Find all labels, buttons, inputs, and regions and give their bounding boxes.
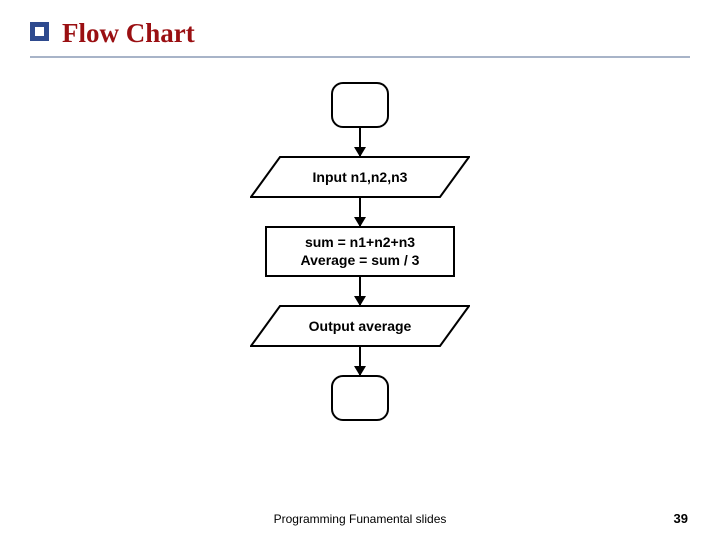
flowchart-process-line1: sum = n1+n2+n3	[271, 234, 449, 252]
slide-title: Flow Chart	[62, 18, 195, 49]
flowchart-input-label: Input n1,n2,n3	[250, 156, 470, 198]
title-bullet-icon	[30, 22, 49, 41]
flowchart-arrow	[359, 277, 361, 305]
flowchart-start-terminal	[331, 82, 389, 128]
title-underline	[30, 56, 690, 58]
flowchart-end-terminal	[331, 375, 389, 421]
flowchart-process-node: sum = n1+n2+n3 Average = sum / 3	[265, 226, 455, 277]
flowchart-output-label: Output average	[250, 305, 470, 347]
flowchart-output-node: Output average	[250, 305, 470, 347]
footer-text: Programming Funamental slides	[0, 512, 720, 526]
flowchart-input-node: Input n1,n2,n3	[250, 156, 470, 198]
page-number: 39	[674, 511, 688, 526]
flowchart-arrow	[359, 347, 361, 375]
flowchart: Input n1,n2,n3 sum = n1+n2+n3 Average = …	[230, 82, 490, 421]
flowchart-arrow	[359, 198, 361, 226]
flowchart-arrow	[359, 128, 361, 156]
flowchart-process-line2: Average = sum / 3	[271, 252, 449, 270]
